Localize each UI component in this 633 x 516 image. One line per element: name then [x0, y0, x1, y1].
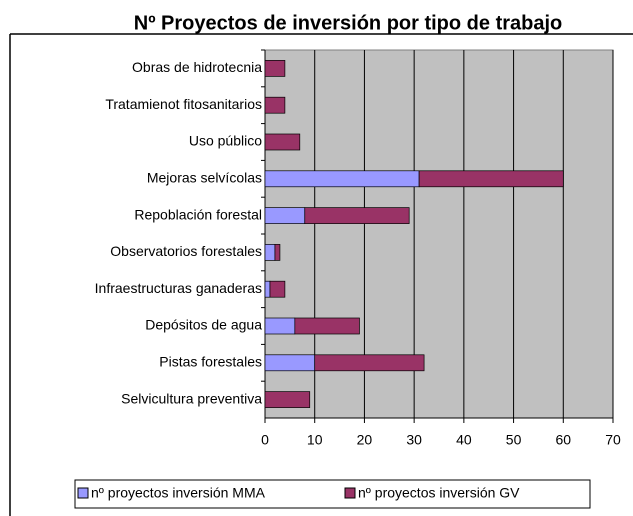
legend-swatch: [77, 487, 89, 499]
y-tick-label: Tratamienot fitosanitarios: [105, 96, 262, 112]
x-tick-label: 10: [307, 432, 323, 448]
bar-segment: [274, 244, 281, 261]
y-tick-label: Infraestructuras ganaderas: [95, 280, 262, 296]
bar-segment: [314, 354, 425, 372]
legend-box: [74, 479, 591, 509]
y-tick-label: Repoblación forestal: [134, 206, 262, 222]
y-tick-label: Pistas forestales: [159, 354, 262, 370]
bar-segment: [264, 170, 420, 188]
bar-segment: [418, 170, 564, 188]
y-tick-label: Selvicultura preventiva: [121, 390, 262, 406]
legend-label: nº proyectos inversión GV: [358, 485, 520, 501]
x-tick-label: 70: [605, 432, 621, 448]
y-tick-label: Depósitos de agua: [145, 317, 262, 333]
bar-segment: [264, 60, 286, 77]
bar-segment: [264, 207, 306, 224]
x-tick-label: 60: [555, 432, 571, 448]
x-tick-label: 50: [506, 432, 522, 448]
x-tick-label: 20: [357, 432, 373, 448]
bar-segment: [264, 317, 296, 335]
bar-segment: [264, 244, 276, 261]
x-tick-label: 0: [261, 432, 269, 448]
y-tick-label: Observatorios forestales: [110, 243, 262, 259]
bar-segment: [264, 133, 301, 151]
bar-segment: [264, 354, 316, 372]
chart-title: Nº Proyectos de inversión por tipo de tr…: [134, 12, 563, 34]
bar-segment: [304, 207, 410, 224]
bar-segment: [264, 280, 271, 298]
y-tick-label: Obras de hidrotecnia: [132, 59, 262, 75]
legend-swatch: [344, 487, 356, 499]
y-tick-label: Uso público: [189, 133, 262, 149]
bar-segment: [294, 317, 360, 335]
x-tick-label: 40: [456, 432, 472, 448]
legend-label: nº proyectos inversión MMA: [91, 485, 266, 501]
bar-segment: [269, 280, 286, 298]
bar-segment: [264, 391, 311, 408]
x-tick-label: 30: [406, 432, 422, 448]
bar-segment: [264, 96, 286, 114]
y-tick-label: Mejoras selvícolas: [147, 170, 262, 186]
